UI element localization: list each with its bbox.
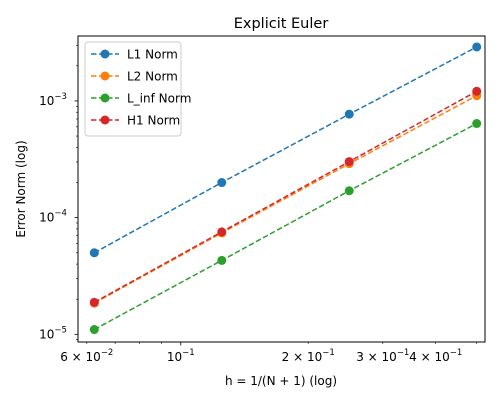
plot-frame: [77, 35, 486, 343]
legend-label-h1-norm: H1 Norm: [127, 114, 180, 128]
x-minor-tick-label: 6 × 10−2: [60, 348, 113, 364]
x-minor-tick-label: 3 × 10−1: [356, 348, 409, 364]
x-minor-tick-label: 2 × 10−1: [282, 348, 335, 364]
legend-marker-l-inf-norm: [100, 93, 110, 103]
plot-series: [89, 42, 482, 335]
data-point-h1-norm: [217, 227, 227, 237]
y-tick-label: 10−4: [39, 209, 67, 225]
data-point-l-inf-norm: [89, 325, 99, 335]
y-tick-label: 10−5: [39, 325, 67, 341]
x-axis-ticks: 10−1 6 × 10−2 2 × 10−1 3 × 10−1 4 × 10−1: [60, 342, 478, 364]
series-line-h1-norm: [93, 90, 478, 304]
legend-box: [84, 41, 182, 137]
data-point-l1-norm: [344, 109, 354, 119]
y-axis-label: Error Norm (log): [14, 140, 28, 237]
x-minor-tick-label: 4 × 10−1: [409, 348, 462, 364]
chart-title: Explicit Euler: [234, 16, 329, 32]
legend-marker-l1-norm: [100, 49, 110, 59]
y-tick-label: 10−3: [39, 92, 67, 108]
x-axis-label: h = 1/(N + 1) (log): [225, 374, 337, 388]
series-line-l1-norm: [93, 46, 478, 254]
data-point-h1-norm: [472, 86, 482, 96]
x-tick-label: 10−1: [167, 348, 195, 364]
legend-marker-l2-norm: [100, 71, 110, 81]
data-point-h1-norm: [89, 297, 99, 307]
data-point-h1-norm: [344, 157, 354, 167]
data-point-l1-norm: [89, 248, 99, 258]
data-point-l1-norm: [472, 42, 482, 52]
data-point-l-inf-norm: [344, 186, 354, 196]
y-axis-ticks: 10−5 10−4 10−3: [39, 44, 78, 341]
series-line-l2-norm: [93, 94, 478, 304]
data-point-l-inf-norm: [472, 119, 482, 129]
legend-label-l2-norm: L2 Norm: [127, 70, 178, 84]
legend-label-l-inf-norm: L_inf Norm: [127, 92, 191, 106]
series-line-l-inf-norm: [93, 122, 478, 331]
legend-marker-h1-norm: [100, 115, 110, 125]
legend: L1 Norm L2 Norm L_inf Norm H1 Norm: [84, 41, 191, 137]
data-point-l-inf-norm: [217, 255, 227, 265]
data-point-l1-norm: [217, 178, 227, 188]
legend-label-l1-norm: L1 Norm: [127, 48, 178, 62]
